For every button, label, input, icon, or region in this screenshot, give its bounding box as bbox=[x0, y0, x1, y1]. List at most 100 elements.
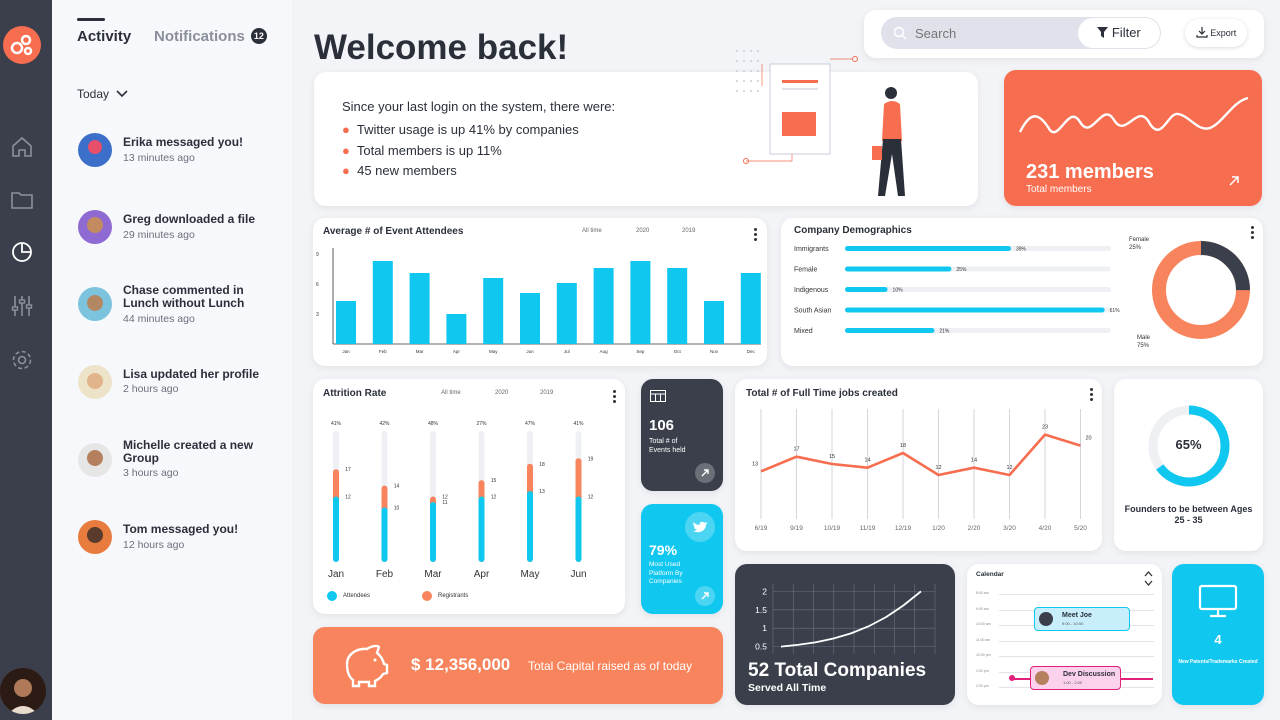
attendees-chart-card: Average # of Event Attendees All time 20… bbox=[313, 218, 767, 366]
feed-item[interactable]: Erika messaged you! 13 minutes ago bbox=[78, 133, 278, 173]
chevron-up-icon[interactable] bbox=[1144, 571, 1153, 577]
registrants-value: 12 bbox=[442, 495, 448, 501]
legend-swatch-registrants bbox=[422, 591, 432, 601]
woman-document-illustration bbox=[736, 50, 905, 196]
point-value-label: 12 bbox=[935, 465, 941, 471]
time-label: 8:00 am bbox=[976, 591, 989, 595]
x-tick-label: 2/20 bbox=[968, 525, 981, 532]
feed-item[interactable]: Lisa updated her profile 2 hours ago bbox=[78, 365, 278, 405]
jobs-line-chart: 6/19 9/19 10/19 11/19 12/19 1/20 2/20 3/20 4/20 5… bbox=[752, 409, 1092, 532]
bar bbox=[483, 278, 504, 344]
founders-progress-ring bbox=[1148, 405, 1230, 487]
settings-gear-icon[interactable] bbox=[10, 348, 34, 372]
x-tick-label: Nov bbox=[710, 349, 719, 354]
filter-2019[interactable]: 2019 bbox=[540, 390, 554, 396]
pie-chart-icon[interactable] bbox=[10, 240, 34, 264]
attendees-value: 11 bbox=[442, 500, 447, 506]
point-value-label: 14 bbox=[971, 458, 977, 464]
time-label: 10:00 am bbox=[976, 622, 991, 626]
filter-button[interactable]: Filter bbox=[1078, 18, 1160, 48]
tab-notifications[interactable]: Notifications 12 bbox=[154, 28, 267, 45]
members-value: 231 members bbox=[1026, 161, 1154, 183]
feed-item[interactable]: Chase commented in Lunch without Lunch 4… bbox=[78, 284, 278, 332]
more-options-icon[interactable] bbox=[754, 228, 758, 243]
time-label: 2:00 pm bbox=[976, 684, 989, 688]
calendar-title: Calendar bbox=[976, 571, 1004, 578]
filter-all-time[interactable]: All time bbox=[582, 228, 602, 234]
app-logo[interactable] bbox=[3, 26, 41, 64]
events-open-button[interactable] bbox=[695, 463, 715, 483]
bar-value-label: 21% bbox=[939, 329, 950, 335]
bar bbox=[667, 268, 688, 344]
month-label: Apr bbox=[474, 569, 490, 580]
feed-item[interactable]: Michelle created a new Group 3 hours ago bbox=[78, 439, 278, 488]
attendees-value: 12 bbox=[491, 495, 497, 501]
time-row-line bbox=[999, 594, 1154, 595]
avatar bbox=[1035, 671, 1049, 685]
attrition-card: Attrition Rate All time 2020 2019 41% 17 1… bbox=[313, 379, 625, 614]
avatar bbox=[78, 210, 112, 244]
event-meet-joe[interactable]: Meet Joe 9:00 - 10:00 bbox=[1034, 607, 1130, 631]
more-options-icon[interactable] bbox=[1251, 226, 1255, 241]
date-filter-dropdown[interactable]: Today bbox=[77, 87, 128, 101]
founders-value: 65% bbox=[1175, 437, 1202, 452]
bar bbox=[630, 261, 651, 344]
export-button-label: Export bbox=[1210, 28, 1237, 38]
donut-male-label: Male 75% bbox=[1137, 334, 1150, 350]
events-value: 106 bbox=[649, 417, 675, 434]
tab-notifications-label: Notifications bbox=[154, 28, 245, 45]
companies-line bbox=[780, 590, 922, 648]
filter-all-time[interactable]: All time bbox=[441, 390, 461, 396]
more-options-icon[interactable] bbox=[1090, 388, 1094, 403]
twitter-card[interactable]: 79% Most Used Platform By Companies bbox=[641, 504, 723, 614]
sliders-icon[interactable] bbox=[10, 294, 34, 318]
time-label: 11:00 am bbox=[976, 637, 991, 642]
feed-item-title: Tom messaged you! bbox=[123, 522, 239, 536]
attendees-bar-chart: 9 6 3 Jan Feb Mar Apr May Jun Jul Aug Sep Oct Nov Dec bbox=[316, 248, 761, 354]
x-tick-label: 6/19 bbox=[755, 525, 768, 532]
date-filter-label: Today bbox=[77, 87, 110, 101]
feed-item-time: 44 minutes ago bbox=[123, 313, 195, 325]
members-card[interactable]: 231 members Total members bbox=[1004, 70, 1262, 206]
companies-card[interactable]: 0.5 1 1.5 2 52 Total Companies Served All T… bbox=[735, 564, 955, 705]
capital-label: Total Capital raised as of today bbox=[528, 659, 693, 673]
folder-icon[interactable] bbox=[10, 188, 34, 212]
events-card[interactable]: 106 Total # of Events held bbox=[641, 379, 723, 491]
bar-track bbox=[845, 287, 1111, 292]
attendees-bar bbox=[333, 496, 339, 562]
monitor-icon bbox=[1198, 584, 1238, 618]
point-value-label: 18 bbox=[900, 443, 906, 449]
more-options-icon[interactable] bbox=[613, 390, 617, 405]
tab-activity[interactable]: Activity bbox=[77, 28, 132, 45]
attrition-top-pct: 41% bbox=[331, 421, 342, 427]
members-trend-wave bbox=[1018, 96, 1249, 134]
arrow-up-right-icon[interactable] bbox=[1228, 175, 1240, 187]
chevron-down-icon[interactable] bbox=[1144, 580, 1153, 586]
attrition-title: Attrition Rate bbox=[323, 388, 387, 399]
point-value-label: 15 bbox=[829, 454, 835, 460]
summary-bullet: ● Twitter usage is up 41% by companies bbox=[342, 122, 579, 137]
filter-2020[interactable]: 2020 bbox=[636, 228, 650, 234]
month-label: May bbox=[521, 569, 540, 580]
filter-2019[interactable]: 2019 bbox=[682, 228, 696, 234]
demographic-label: Indigenous bbox=[794, 287, 829, 294]
home-icon[interactable] bbox=[10, 135, 34, 159]
twitter-open-button[interactable] bbox=[695, 586, 715, 606]
event-dev-discussion[interactable]: Dev Discussion 1:00 - 2:00 bbox=[1030, 666, 1121, 690]
filter-2020[interactable]: 2020 bbox=[495, 390, 509, 396]
x-tick-label: Mar bbox=[416, 349, 424, 354]
attrition-top-pct: 27% bbox=[476, 421, 487, 427]
bar bbox=[520, 293, 540, 344]
export-button[interactable]: Export bbox=[1185, 19, 1247, 47]
feed-item[interactable]: Greg downloaded a file 29 minutes ago bbox=[78, 210, 278, 250]
capital-card[interactable]: $ 12,356,000 Total Capital raised as of … bbox=[313, 627, 723, 704]
search-input[interactable] bbox=[915, 23, 1065, 43]
x-tick-label: 3/20 bbox=[1003, 525, 1016, 532]
registrants-value: 19 bbox=[588, 456, 594, 462]
user-avatar[interactable] bbox=[0, 668, 46, 714]
y-tick-label: 1.5 bbox=[755, 605, 767, 615]
feed-item[interactable]: Tom messaged you! 12 hours ago bbox=[78, 520, 278, 560]
patents-card[interactable]: 4 New Patents/Trademarks Created bbox=[1172, 564, 1264, 705]
twitter-icon bbox=[685, 512, 715, 542]
feed-item-title: Greg downloaded a file bbox=[123, 212, 256, 226]
